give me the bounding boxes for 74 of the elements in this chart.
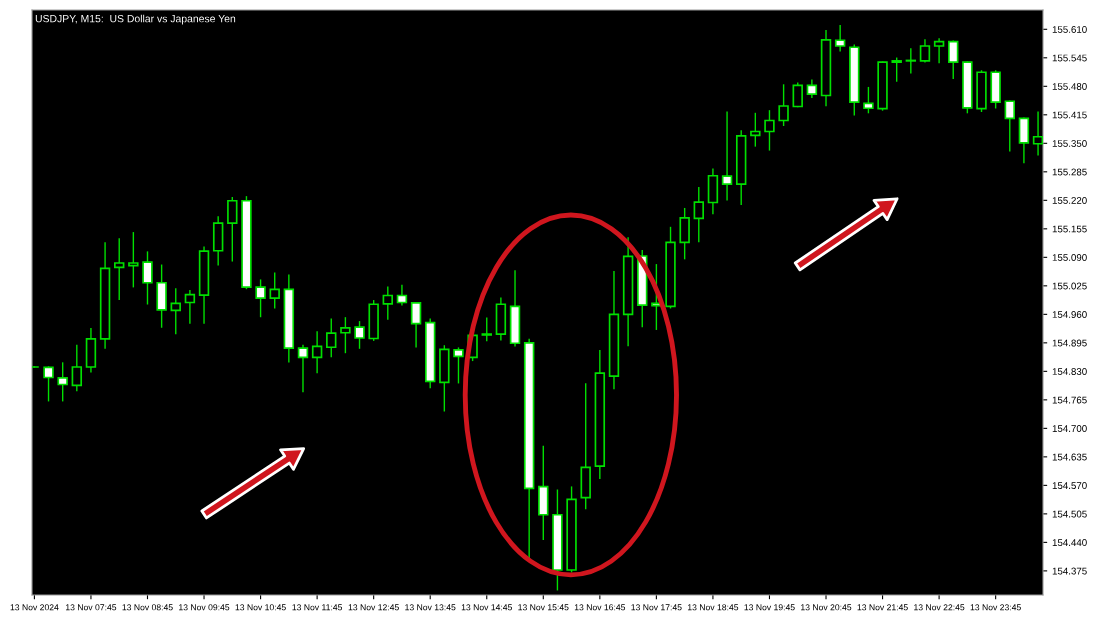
candlestick bbox=[948, 40, 959, 80]
candlestick bbox=[891, 57, 902, 82]
x-tick-label: 13 Nov 08:45 bbox=[122, 604, 173, 611]
y-tick-label: 155.220 bbox=[1052, 197, 1087, 204]
candlestick bbox=[128, 232, 139, 288]
candlestick bbox=[170, 288, 181, 335]
y-tick-label: 154.960 bbox=[1052, 311, 1087, 318]
candlestick bbox=[863, 86, 874, 114]
x-tick-label: 13 Nov 19:45 bbox=[744, 604, 795, 611]
candlestick bbox=[1004, 100, 1015, 152]
y-tick-label: 154.895 bbox=[1052, 339, 1087, 347]
y-tick-label: 155.155 bbox=[1052, 225, 1087, 233]
candlestick bbox=[71, 344, 83, 392]
candlestick bbox=[311, 331, 323, 374]
y-tick-label: 155.480 bbox=[1052, 83, 1087, 90]
x-tick-label: 13 Nov 17:45 bbox=[631, 604, 682, 611]
x-tick-label: 13 Nov 09:45 bbox=[179, 604, 230, 611]
x-tick-label: 13 Nov 2024 bbox=[10, 604, 59, 611]
y-tick-label: 154.375 bbox=[1052, 567, 1087, 575]
x-tick-label: 13 Nov 20:45 bbox=[801, 604, 852, 611]
y-tick-label: 154.700 bbox=[1052, 425, 1087, 432]
x-tick-label: 13 Nov 14:45 bbox=[461, 604, 513, 611]
candlestick bbox=[184, 289, 196, 324]
candlestick bbox=[43, 366, 54, 402]
candlestick bbox=[396, 284, 408, 306]
x-tick-label: 13 Nov 15:45 bbox=[518, 604, 569, 611]
candlestick bbox=[326, 318, 337, 358]
x-tick-label: 13 Nov 11:45 bbox=[292, 604, 343, 611]
x-tick-label: 13 Nov 07:45 bbox=[65, 604, 117, 611]
x-tick-label: 13 Nov 16:45 bbox=[574, 604, 626, 611]
candlestick bbox=[905, 48, 917, 74]
candlestick bbox=[778, 84, 789, 127]
x-tick-label: 13 Nov 10:45 bbox=[235, 604, 286, 611]
candlestick bbox=[340, 317, 351, 354]
candlestick bbox=[297, 344, 309, 393]
y-tick-label: 154.635 bbox=[1052, 453, 1087, 461]
y-tick-label: 155.350 bbox=[1052, 140, 1087, 147]
y-tick-label: 155.415 bbox=[1052, 111, 1087, 119]
candlestick bbox=[834, 25, 846, 52]
candlestick bbox=[142, 251, 153, 305]
candlestick bbox=[693, 186, 705, 243]
x-tick-label: 13 Nov 18:45 bbox=[687, 604, 739, 611]
candlestick bbox=[750, 112, 761, 147]
candlestick bbox=[114, 238, 125, 301]
candlestick bbox=[57, 362, 68, 402]
candlestick bbox=[792, 82, 803, 108]
candlestick bbox=[721, 111, 733, 201]
x-tick-label: 13 Nov 22:45 bbox=[914, 604, 965, 611]
candlestick bbox=[382, 286, 394, 320]
candlestick bbox=[255, 279, 266, 318]
candlestick bbox=[227, 196, 238, 262]
x-tick-label: 13 Nov 21:45 bbox=[857, 604, 908, 611]
y-tick-label: 155.545 bbox=[1052, 54, 1087, 62]
candlestick bbox=[933, 38, 945, 64]
candlestick bbox=[919, 39, 931, 63]
candlestick bbox=[764, 110, 775, 151]
y-tick-label: 154.765 bbox=[1052, 396, 1087, 404]
y-tick-label: 155.610 bbox=[1052, 26, 1087, 33]
x-tick-label: 13 Nov 23:45 bbox=[970, 604, 1021, 611]
candlestick bbox=[410, 302, 422, 348]
y-tick-label: 154.830 bbox=[1052, 368, 1087, 375]
candlestick bbox=[481, 317, 492, 342]
y-tick-label: 154.505 bbox=[1052, 510, 1087, 518]
y-tick-label: 155.025 bbox=[1052, 282, 1087, 290]
candlestick bbox=[269, 272, 280, 309]
x-tick-label: 13 Nov 12:45 bbox=[348, 604, 399, 611]
y-tick-label: 155.285 bbox=[1052, 168, 1087, 176]
y-tick-label: 154.570 bbox=[1052, 482, 1087, 489]
candlestick bbox=[453, 347, 464, 384]
chart-title: USDJPY, M15: US Dollar vs Japanese Yen bbox=[35, 14, 236, 25]
x-tick-label: 13 Nov 13:45 bbox=[405, 604, 456, 611]
candlestick bbox=[354, 321, 365, 349]
y-tick-label: 154.440 bbox=[1052, 539, 1087, 546]
y-tick-label: 155.090 bbox=[1052, 254, 1087, 261]
